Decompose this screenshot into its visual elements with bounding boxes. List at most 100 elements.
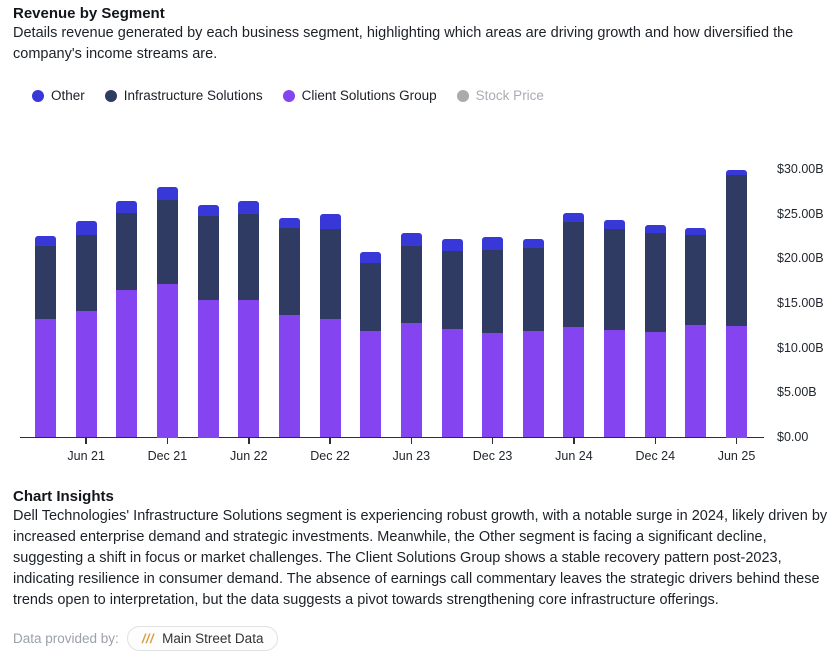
x-tick-label: Jun 24 [555, 449, 593, 463]
bar-segment-infrastructure-solutions-sep-21[interactable] [116, 213, 138, 290]
chart-legend: Other Infrastructure Solutions Client Solu… [32, 88, 544, 103]
data-provider-badge[interactable]: /// Main Street Data [126, 625, 279, 651]
bar-segment-infrastructure-solutions-jun-22[interactable] [238, 214, 260, 301]
legend-item-client-solutions-group[interactable]: Client Solutions Group [282, 88, 437, 103]
bar-segment-client-solutions-group-dec-21[interactable] [156, 283, 178, 438]
x-tick-label: Dec 23 [472, 449, 513, 463]
bar-segment-infrastructure-solutions-dec-22[interactable] [319, 229, 341, 320]
bar-segment-other-mar-22[interactable] [197, 205, 219, 216]
bar-segment-other-sep-21[interactable] [116, 200, 138, 214]
x-tick-label: Jun 21 [67, 449, 105, 463]
x-axis-tick [573, 438, 575, 444]
bar-segment-other-sep-23[interactable] [441, 239, 463, 251]
legend-item-label: Infrastructure Solutions [123, 88, 263, 103]
bar-segment-infrastructure-solutions-mar-24[interactable] [522, 247, 544, 331]
legend-dot-icon [32, 89, 44, 102]
bar-segment-infrastructure-solutions-jun-24[interactable] [563, 222, 585, 328]
bar-segment-infrastructure-solutions-mar-25[interactable] [685, 234, 707, 326]
insights-title: Chart Insights [13, 488, 114, 505]
bar-segment-client-solutions-group-mar-24[interactable] [522, 330, 544, 438]
y-tick-label: $0.00 [777, 430, 809, 444]
x-tick-label: Jun 23 [392, 449, 431, 463]
legend-item-infrastructure-solutions[interactable]: Infrastructure Solutions [104, 88, 263, 103]
bar-segment-infrastructure-solutions-jun-25[interactable] [726, 174, 747, 327]
x-axis-tick [166, 438, 169, 444]
legend-dot-icon [456, 89, 469, 102]
bar-segment-other-dec-23[interactable] [482, 237, 504, 250]
bar-segment-client-solutions-group-mar-23[interactable] [360, 330, 382, 438]
x-axis-line [20, 436, 764, 439]
y-tick-label: $5.00B [777, 385, 817, 400]
triple-slash-icon: /// [141, 630, 155, 646]
bar-segment-other-dec-24[interactable] [644, 224, 666, 233]
bar-segment-other-jun-22[interactable] [238, 200, 260, 215]
bar-segment-client-solutions-group-jun-25[interactable] [726, 326, 747, 438]
chart-description: Details revenue generated by each busine… [13, 25, 794, 62]
data-provider-row: Data provided by: /// Main Street Data [13, 624, 279, 652]
bar-segment-infrastructure-solutions-sep-23[interactable] [441, 250, 463, 329]
x-tick-label: Dec 24 [635, 449, 676, 463]
bar-segment-infrastructure-solutions-mar-21[interactable] [35, 246, 56, 320]
x-tick-label: Jun 25 [717, 449, 756, 463]
bar-segment-client-solutions-group-sep-22[interactable] [278, 314, 300, 438]
bar-segment-client-solutions-group-mar-21[interactable] [35, 319, 56, 438]
x-axis-tick [410, 438, 413, 444]
chart-title: Revenue by Segment [13, 5, 165, 22]
insights-body: Dell Technologies' Infrastructure Soluti… [13, 508, 828, 608]
bar-segment-other-dec-22[interactable] [319, 214, 341, 230]
bar-segment-other-jun-21[interactable] [75, 221, 97, 235]
y-tick-label: $30.00B [777, 161, 824, 176]
bar-segment-client-solutions-group-mar-25[interactable] [685, 325, 707, 438]
bar-segment-infrastructure-solutions-mar-22[interactable] [197, 215, 219, 300]
bar-segment-client-solutions-group-jun-21[interactable] [75, 311, 97, 438]
x-tick-label: Dec 22 [310, 449, 350, 463]
bar-segment-other-jun-25[interactable] [726, 169, 747, 175]
bar-segment-infrastructure-solutions-dec-23[interactable] [482, 249, 504, 334]
bar-segment-client-solutions-group-jun-22[interactable] [238, 300, 260, 438]
bar-segment-other-mar-21[interactable] [35, 235, 56, 247]
bar-segment-infrastructure-solutions-sep-22[interactable] [278, 228, 300, 315]
bar-segment-infrastructure-solutions-sep-24[interactable] [604, 229, 626, 330]
bar-segment-other-sep-22[interactable] [278, 217, 300, 229]
bar-segment-client-solutions-group-dec-24[interactable] [644, 331, 666, 438]
legend-dot-icon [104, 89, 117, 102]
bar-segment-other-mar-23[interactable] [360, 251, 382, 264]
x-axis-tick [654, 438, 656, 444]
legend-item-stock-price[interactable]: Stock Price [456, 88, 544, 103]
bar-segment-client-solutions-group-dec-22[interactable] [319, 319, 341, 438]
bar-segment-client-solutions-group-sep-24[interactable] [604, 329, 626, 438]
bar-segment-client-solutions-group-mar-22[interactable] [197, 299, 219, 438]
x-axis-tick [85, 438, 87, 444]
x-axis-tick [329, 438, 331, 444]
x-tick-label: Jun 22 [230, 449, 268, 463]
y-tick-label: $20.00B [777, 251, 824, 266]
bar-segment-client-solutions-group-sep-23[interactable] [441, 328, 463, 438]
bar-segment-client-solutions-group-jun-24[interactable] [563, 327, 585, 438]
bar-segment-client-solutions-group-sep-21[interactable] [116, 289, 138, 438]
bar-segment-infrastructure-solutions-mar-23[interactable] [360, 263, 382, 331]
x-axis-tick [248, 438, 250, 444]
data-provider-label: Data provided by: [13, 630, 119, 646]
bar-segment-other-sep-24[interactable] [604, 220, 626, 230]
bar-segment-client-solutions-group-jun-23[interactable] [400, 322, 422, 438]
x-tick-label: Dec 21 [147, 449, 188, 463]
x-axis-tick [735, 438, 738, 444]
data-provider-name: Main Street Data [162, 630, 264, 646]
legend-item-other[interactable]: Other [32, 88, 85, 103]
bar-segment-other-jun-23[interactable] [400, 232, 422, 247]
legend-dot-icon [282, 89, 295, 102]
legend-item-label: Other [51, 88, 85, 103]
bar-segment-infrastructure-solutions-jun-23[interactable] [400, 246, 422, 323]
bar-segment-other-mar-24[interactable] [522, 239, 544, 248]
bar-segment-infrastructure-solutions-dec-21[interactable] [156, 199, 178, 284]
bar-segment-client-solutions-group-dec-23[interactable] [482, 333, 504, 438]
bar-segment-other-dec-21[interactable] [156, 187, 178, 200]
bar-segment-infrastructure-solutions-jun-21[interactable] [75, 234, 97, 312]
y-tick-label: $15.00B [777, 295, 824, 310]
bar-segment-other-mar-25[interactable] [685, 227, 707, 235]
legend-item-label: Stock Price [475, 88, 544, 103]
bar-segment-infrastructure-solutions-dec-24[interactable] [644, 232, 666, 332]
bar-segment-other-jun-24[interactable] [563, 213, 585, 223]
